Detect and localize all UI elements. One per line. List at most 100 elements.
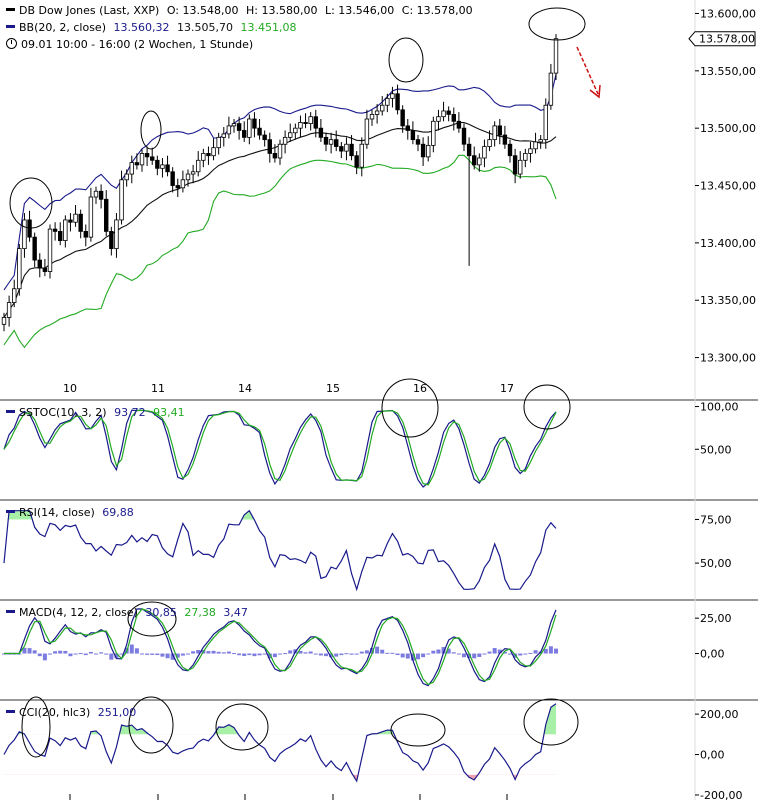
clock-icon — [6, 38, 17, 49]
macd-hist-bar — [78, 653, 83, 655]
macd-hist-bar — [22, 647, 27, 654]
macd-hist-bar — [472, 653, 477, 659]
rsi-tick-label: 50,00 — [700, 557, 732, 570]
time-tick-label: 10 — [63, 382, 77, 395]
low-value: L: 13.546,00 — [324, 4, 395, 17]
macd-hist-bar — [104, 653, 109, 655]
macd-hist-bar — [175, 653, 180, 658]
macd-hist-bar — [247, 653, 252, 656]
macd-hist-bar — [191, 651, 196, 654]
candle-body — [538, 139, 543, 143]
candle-body — [410, 130, 416, 141]
candle-body — [451, 114, 456, 122]
candle-body — [180, 179, 186, 189]
candle-body — [553, 38, 559, 74]
candle-body — [63, 219, 68, 241]
candle-body — [119, 179, 124, 221]
macd-hist-bar — [308, 651, 313, 654]
candle-body — [262, 134, 267, 141]
candle-body — [461, 127, 467, 145]
candle-body — [58, 231, 63, 241]
candle-body — [369, 114, 375, 120]
candle-body — [170, 171, 175, 186]
macd-hist-bar — [180, 653, 185, 656]
macd-hist-bar — [262, 653, 267, 655]
macd-hist-bar — [134, 648, 139, 654]
candle-body — [12, 288, 17, 303]
macd-hist-bar — [554, 648, 558, 654]
annotation-circle — [523, 698, 579, 746]
macd-hist-bar — [145, 653, 150, 655]
macd-hist-bar — [150, 653, 155, 655]
candle-body — [124, 173, 129, 181]
macd-hist-bar — [518, 653, 523, 656]
candle-body — [221, 133, 226, 138]
macd-hist-bar — [88, 651, 93, 654]
candle-body — [364, 118, 370, 145]
annotation-circle — [21, 696, 51, 758]
cci-legend: CCI(20, hlc3) 251,00 — [6, 706, 140, 719]
candle-body — [390, 93, 395, 99]
price-tick-label: 13.400,00 — [700, 237, 756, 250]
candle-body — [190, 171, 196, 175]
time-tick-label: 17 — [500, 382, 514, 395]
macd-value: 30,85 — [145, 606, 177, 619]
candle-body — [47, 228, 53, 272]
macd-hist-bar — [252, 653, 257, 657]
macd-hist-bar — [467, 653, 472, 659]
annotation-circle — [128, 696, 174, 754]
macd-hist-bar — [410, 653, 415, 661]
candle-body — [114, 219, 119, 250]
rsi-tick-label: 75,00 — [700, 513, 732, 526]
candle-body — [98, 190, 104, 200]
candle-body — [548, 72, 554, 106]
candle-body — [405, 125, 410, 131]
candle-body — [216, 136, 221, 149]
candle-body — [242, 130, 247, 138]
annotation-circle — [523, 384, 571, 430]
red-arrow-shaft — [576, 46, 599, 95]
macd-legend: MACD(4, 12, 2, close) 30,85 27,38 3,47 — [6, 606, 252, 619]
candle-body — [109, 231, 114, 250]
macd-hist-bar — [114, 653, 119, 658]
macd-hist-bar — [462, 653, 466, 658]
macd-hist-bar — [196, 650, 201, 654]
macd-hist-bar — [375, 646, 380, 654]
candle-body — [354, 155, 359, 168]
candle-body — [523, 153, 528, 161]
macd-hist-bar — [58, 650, 63, 654]
macd-hist-bar — [354, 653, 359, 655]
macd-hist-bar — [421, 653, 426, 658]
price-tick-label: 13.300,00 — [700, 352, 756, 365]
rsi-legend: RSI(14, close) 69,88 — [6, 506, 138, 519]
macd-hist-bar — [211, 650, 216, 654]
candle-body — [328, 139, 334, 145]
candle-body — [144, 153, 150, 158]
candle-body — [88, 196, 94, 238]
macd-hist-bar — [99, 652, 104, 654]
sstoc-legend: SSTOC(10, 3, 2) 93,72 93,41 — [6, 406, 189, 419]
macd-hist-bar — [283, 653, 288, 655]
macd-hist-bar — [237, 653, 242, 656]
candle-body — [339, 146, 344, 152]
macd-hist-bar — [349, 653, 354, 655]
candle-body — [298, 122, 303, 129]
candle-body — [17, 248, 22, 290]
candle-body — [272, 153, 278, 159]
candle-body — [456, 120, 462, 129]
macd-hist-bar — [186, 653, 190, 655]
cci-value: 251,00 — [97, 706, 137, 719]
macd-hist-bar — [416, 653, 420, 660]
bb-mid-value: 13.505,70 — [176, 21, 233, 34]
candle-body — [334, 139, 339, 147]
candle-body — [415, 139, 421, 145]
candle-body — [512, 155, 518, 175]
candle-body — [160, 164, 165, 169]
candle-body — [185, 173, 191, 181]
bb-upper-line — [3, 74, 557, 291]
cci-tick-label: 200,00 — [700, 708, 739, 721]
candle-body — [323, 136, 329, 145]
price-tick-label: 13.500,00 — [700, 122, 756, 135]
red-arrow-head — [589, 84, 601, 99]
time-tick-label: 11 — [151, 382, 165, 395]
